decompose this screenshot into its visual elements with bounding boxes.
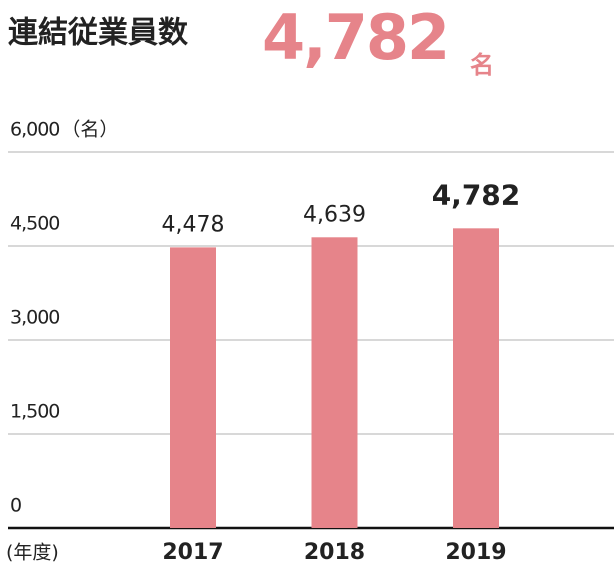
chart-title: 連結従業員数 <box>8 16 189 51</box>
bar <box>311 237 358 528</box>
x-tick-label: 2019 <box>445 540 506 565</box>
headline-value: 4,782 <box>262 1 448 74</box>
y-tick-label: 0 <box>10 495 21 517</box>
y-tick-label: 4,500 <box>10 213 59 235</box>
y-unit: （名） <box>61 119 118 141</box>
value-label: 4,478 <box>162 212 225 237</box>
y-tick-label: 6,000 <box>10 119 59 141</box>
value-label: 4,639 <box>303 202 366 227</box>
x-tick-label: 2017 <box>162 540 223 565</box>
value-label: 4,782 <box>432 178 521 211</box>
x-tick-label: 2018 <box>304 540 365 565</box>
y-tick-label: 1,500 <box>10 401 59 423</box>
bar <box>170 247 216 528</box>
headline-unit: 名 <box>470 51 494 79</box>
y-tick-label: 3,000 <box>10 307 59 329</box>
x-axis-label: (年度) <box>6 542 59 564</box>
bar <box>453 228 499 528</box>
